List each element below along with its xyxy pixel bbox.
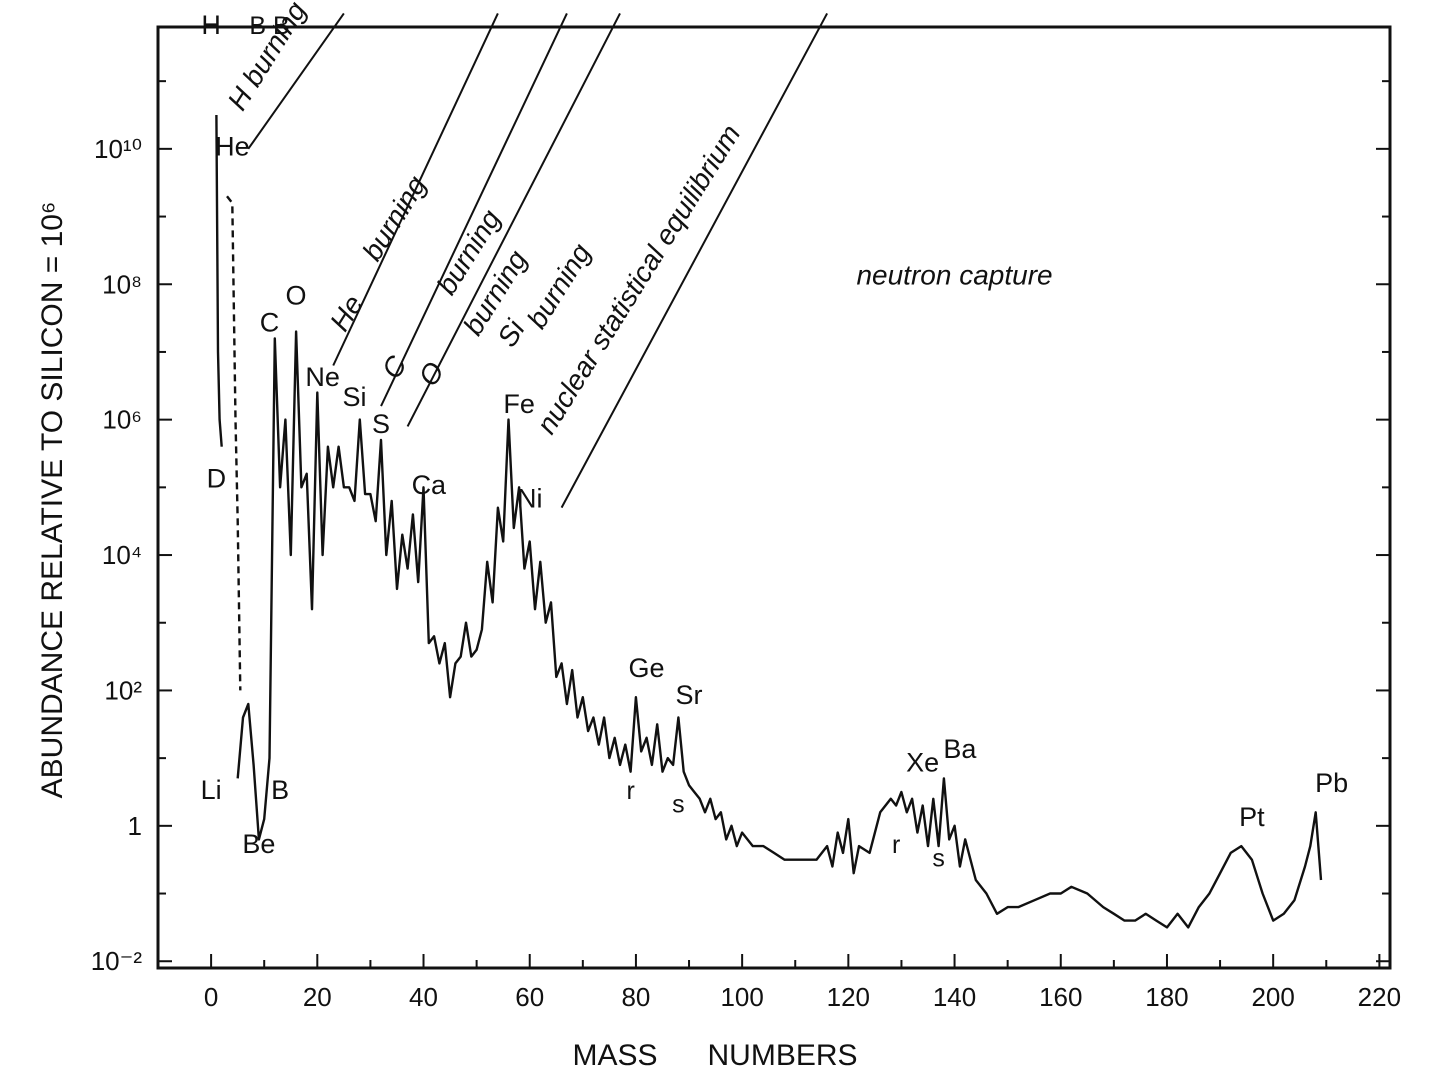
x-tick-label: 80 — [621, 982, 650, 1012]
zone-boundary-line — [247, 12, 345, 150]
abundance-series-line — [226, 195, 242, 691]
annotation-label: burning — [356, 170, 432, 266]
element-label: Ni — [517, 484, 543, 514]
element-label: Ne — [305, 362, 340, 392]
x-tick-label: 200 — [1251, 982, 1294, 1012]
annotation-label: O — [412, 357, 450, 392]
x-tick-label: 180 — [1145, 982, 1188, 1012]
x-tick-label: 40 — [409, 982, 438, 1012]
element-label: D — [207, 463, 227, 493]
zone-boundary-line — [380, 13, 568, 407]
annotation-label: s — [932, 844, 945, 872]
element-label: S — [372, 409, 390, 439]
zone-boundary-line — [332, 13, 499, 366]
y-tick-label: 10⁻² — [91, 946, 143, 976]
abundance-series-line — [236, 330, 1323, 929]
annotation-label: r — [892, 831, 900, 859]
element-label: O — [286, 281, 307, 311]
element-label: Pt — [1239, 802, 1265, 832]
y-tick-label: 10¹⁰ — [94, 134, 142, 164]
x-tick-label: 140 — [933, 982, 976, 1012]
zone-boundary-line — [406, 13, 621, 427]
annotation-label: B B — [249, 12, 289, 40]
zone-boundary-line — [560, 12, 828, 509]
y-tick-label: 10⁸ — [102, 269, 142, 299]
element-label: Ge — [629, 653, 665, 683]
element-label: Si — [342, 382, 366, 412]
y-tick-label: 10⁴ — [102, 540, 142, 570]
element-label: Fe — [503, 389, 535, 419]
element-label: He — [215, 132, 250, 162]
element-label: Be — [242, 829, 275, 859]
annotation-label: burning — [521, 238, 597, 334]
x-tick-label: 60 — [515, 982, 544, 1012]
x-tick-label: 0 — [204, 982, 218, 1012]
x-axis-title: MASS NUMBERS — [572, 1039, 857, 1072]
element-label: Sr — [676, 680, 703, 710]
y-axis-title: ABUNDANCE RELATIVE TO SILICON = 10⁶ — [36, 202, 69, 799]
x-tick-label: 120 — [827, 982, 870, 1012]
x-tick-label: 220 — [1358, 982, 1401, 1012]
element-label: Ca — [412, 470, 447, 500]
y-tick-label: 1 — [128, 811, 142, 841]
annotation-label: r — [626, 777, 634, 805]
annotation-label: neutron capture — [856, 259, 1052, 290]
x-tick-label: 160 — [1039, 982, 1082, 1012]
element-label: Pb — [1315, 768, 1348, 798]
x-tick-label: 100 — [720, 982, 763, 1012]
annotation-label: s — [672, 790, 685, 818]
annotation-label: He — [324, 290, 369, 337]
x-tick-label: 20 — [303, 982, 332, 1012]
y-tick-label: 10² — [104, 675, 142, 705]
element-label: Ba — [943, 734, 977, 764]
element-label: Li — [201, 775, 222, 805]
element-label: Xe — [906, 748, 939, 778]
plot-frame — [156, 25, 1392, 970]
element-label: H — [201, 10, 221, 40]
element-label: C — [260, 308, 280, 338]
abundance-series-line — [215, 114, 223, 447]
annotation-label: C — [376, 350, 413, 384]
y-tick-label: 10⁶ — [102, 405, 142, 435]
element-label: B — [271, 775, 289, 805]
